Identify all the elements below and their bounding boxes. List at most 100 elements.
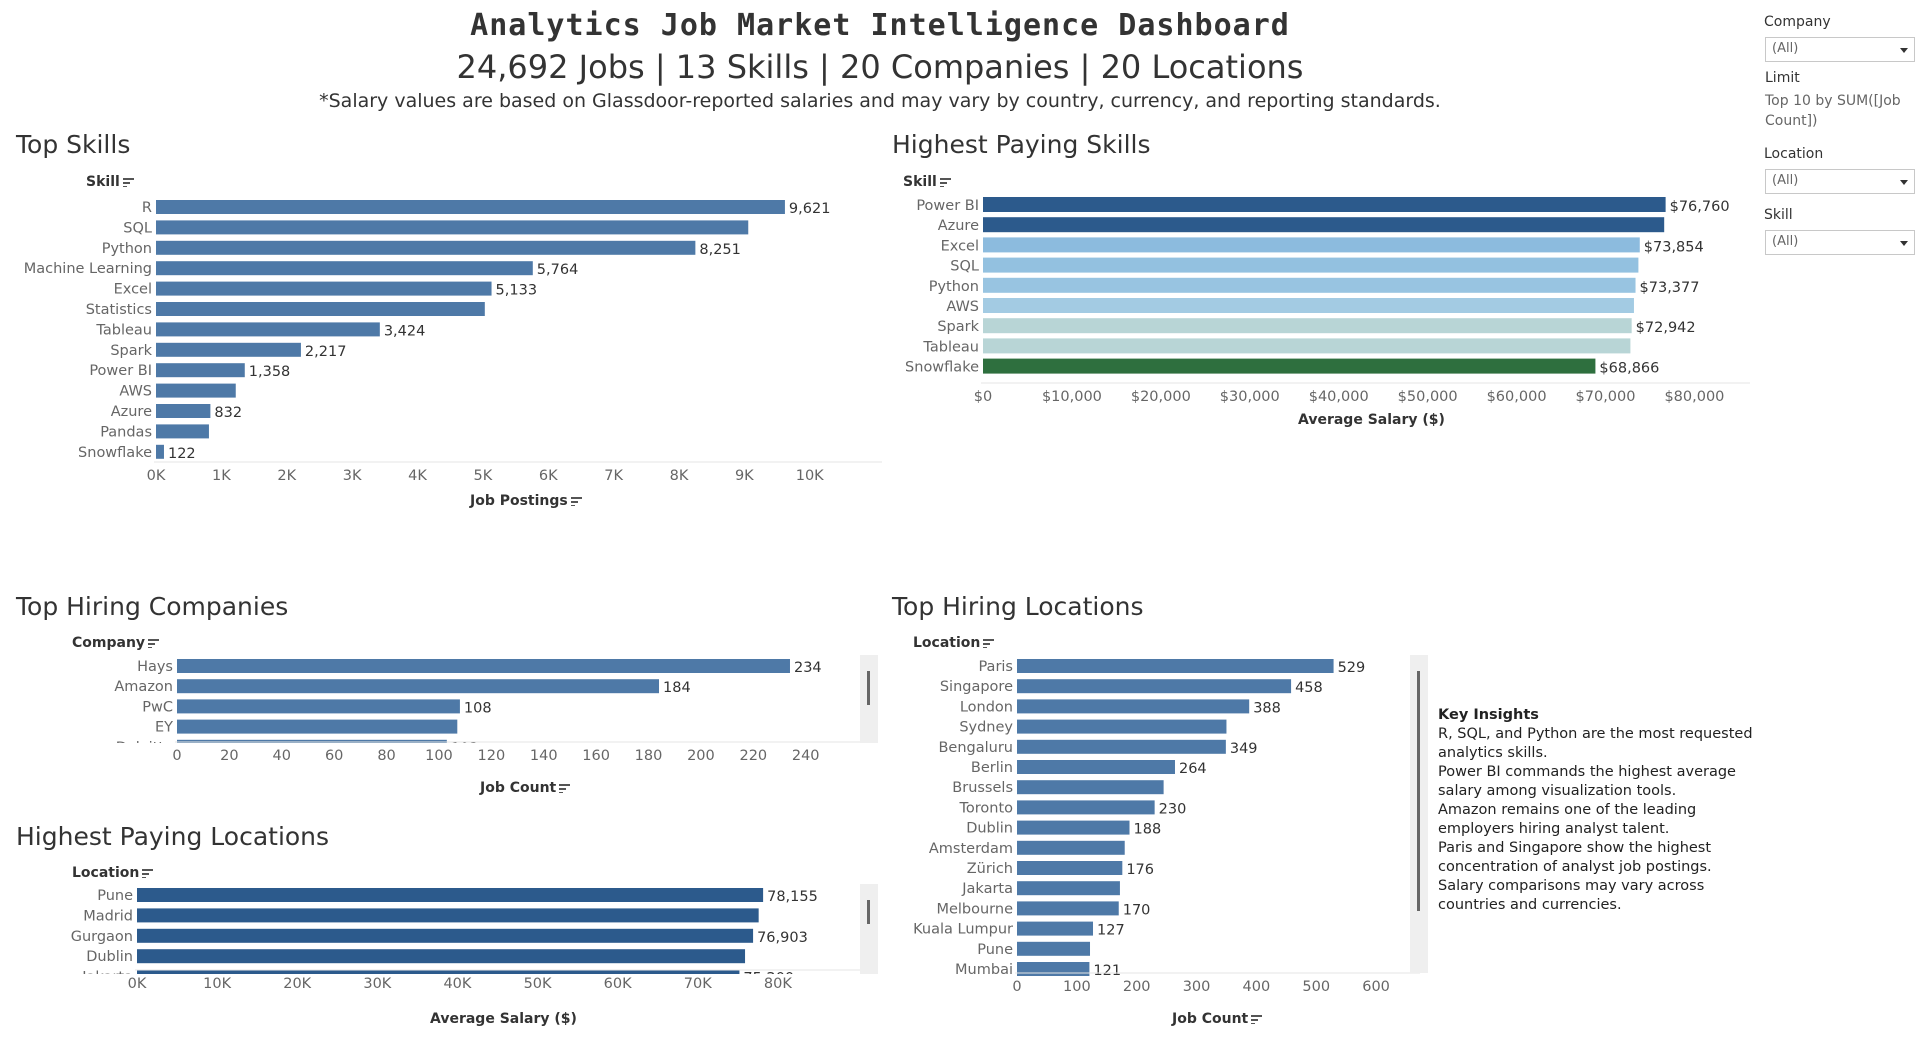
bar[interactable] [156, 200, 785, 214]
category-label: R [142, 200, 152, 216]
bar[interactable] [1017, 840, 1125, 855]
bar[interactable] [1017, 901, 1119, 916]
bar[interactable] [156, 261, 533, 276]
bar[interactable] [983, 318, 1632, 334]
data-label: $76,760 [1670, 199, 1730, 215]
bar[interactable] [1017, 921, 1094, 936]
bar[interactable] [1017, 941, 1091, 956]
bar[interactable] [156, 444, 164, 459]
bar[interactable] [177, 659, 790, 673]
bar[interactable] [156, 363, 245, 378]
bar[interactable] [137, 928, 754, 943]
category-label: Sydney [959, 720, 1013, 736]
bar[interactable] [983, 358, 1596, 374]
bar[interactable] [137, 908, 759, 923]
top-hiring-locations-title: Top Hiring Locations [892, 592, 1144, 621]
x-axis-title[interactable]: Job Postings [470, 493, 582, 509]
tick-label: 10K [203, 976, 231, 992]
bar[interactable] [177, 679, 660, 694]
chevron-down-icon [1900, 48, 1908, 53]
bar[interactable] [1017, 699, 1250, 714]
bar[interactable] [983, 257, 1639, 273]
bar[interactable] [1017, 739, 1226, 754]
bar[interactable] [177, 739, 447, 754]
bar[interactable] [1017, 659, 1334, 673]
bar[interactable] [1017, 719, 1227, 734]
skill-filter-dropdown[interactable]: (All) [1765, 230, 1915, 255]
category-label: Kuala Lumpur [913, 922, 1013, 938]
bar[interactable] [983, 338, 1631, 354]
bar[interactable] [983, 277, 1636, 293]
tick-label: 100 [425, 748, 453, 764]
x-axis-title[interactable]: Job Count [1172, 1011, 1263, 1027]
tick-label: 200 [687, 748, 715, 764]
tick-label: 4K [408, 468, 427, 484]
bar[interactable] [983, 237, 1640, 253]
bar[interactable] [1017, 760, 1175, 774]
bar[interactable] [156, 322, 380, 337]
sort-icon[interactable] [983, 638, 995, 648]
sort-icon[interactable] [559, 783, 571, 793]
locations-scrollbar[interactable] [1410, 655, 1428, 973]
bar[interactable] [983, 197, 1666, 212]
data-label: $73,377 [1640, 280, 1700, 296]
sort-icon[interactable] [148, 638, 160, 648]
tick-label: $20,000 [1131, 389, 1191, 405]
company-axis-header[interactable]: Company [72, 635, 160, 651]
location-axis-header[interactable]: Location [72, 865, 154, 881]
bar[interactable] [983, 217, 1665, 233]
data-label: 78,155 [767, 889, 818, 905]
data-label: 121 [1093, 963, 1121, 979]
bar[interactable] [1017, 820, 1130, 835]
scroll-thumb[interactable] [867, 671, 870, 705]
scroll-thumb[interactable] [1417, 671, 1420, 911]
sort-icon[interactable] [1251, 1014, 1263, 1024]
bar[interactable] [177, 699, 460, 714]
bar[interactable] [156, 383, 236, 398]
bar[interactable] [156, 220, 749, 235]
scroll-thumb[interactable] [867, 900, 870, 924]
bar[interactable] [137, 949, 746, 964]
tick-label: $10,000 [1042, 389, 1102, 405]
bar[interactable] [1017, 679, 1292, 694]
data-label: 234 [794, 660, 822, 676]
bar[interactable] [983, 298, 1634, 313]
bar[interactable] [177, 719, 458, 734]
tick-label: 40 [273, 748, 291, 764]
category-label: Azure [111, 404, 152, 420]
tick-label: 1K [212, 468, 231, 484]
sort-icon[interactable] [142, 868, 154, 878]
skill-axis-header[interactable]: Skill [903, 174, 951, 190]
bar[interactable] [137, 969, 740, 984]
sort-icon[interactable] [939, 177, 951, 187]
bar[interactable] [156, 281, 492, 296]
pay-locations-scrollbar[interactable] [860, 884, 878, 974]
bar[interactable] [1017, 861, 1123, 875]
sort-icon[interactable] [122, 177, 134, 187]
insight-line: Paris and Singapore show the highest con… [1438, 840, 1712, 875]
tick-label: 20K [283, 976, 311, 992]
bar[interactable] [1017, 800, 1155, 815]
bar[interactable] [156, 404, 211, 418]
location-axis-header[interactable]: Location [913, 635, 995, 651]
location-filter-dropdown[interactable]: (All) [1765, 169, 1915, 194]
skill-axis-header[interactable]: Skill [86, 174, 134, 190]
x-axis-title[interactable]: Job Count [480, 780, 571, 796]
bar[interactable] [156, 424, 209, 439]
category-label: Spark [110, 343, 152, 359]
company-filter-dropdown[interactable]: (All) [1765, 37, 1915, 62]
bar[interactable] [137, 888, 764, 902]
category-label: Dublin [86, 949, 133, 965]
bar[interactable] [1017, 962, 1090, 976]
bar[interactable] [1017, 780, 1164, 795]
sort-icon[interactable] [570, 496, 582, 506]
bar[interactable] [156, 240, 696, 255]
bar[interactable] [156, 342, 301, 357]
category-label: Deloitte [116, 740, 173, 756]
bar[interactable] [156, 302, 485, 316]
bar[interactable] [1017, 881, 1120, 896]
data-label: 9,621 [789, 201, 831, 217]
companies-scrollbar[interactable] [860, 655, 878, 743]
category-label: Dublin [966, 821, 1013, 837]
category-label: Hays [137, 659, 173, 675]
